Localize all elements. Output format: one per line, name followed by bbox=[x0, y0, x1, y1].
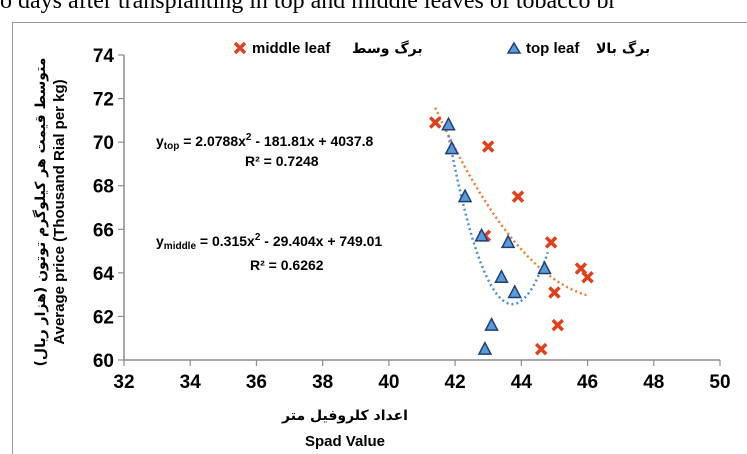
top-leaf-point bbox=[539, 262, 551, 274]
legend: middle leaf برگ وسط top leaf برگ بالا bbox=[235, 40, 650, 57]
x-tick-label: 32 bbox=[113, 372, 134, 393]
y-tick-label: 68 bbox=[93, 177, 114, 198]
middle-leaf-point bbox=[546, 237, 556, 247]
legend-top-label-fa: برگ بالا bbox=[596, 40, 650, 57]
y-tick-label: 66 bbox=[93, 220, 114, 241]
middle-leaf-point bbox=[483, 142, 493, 152]
middle-leaf-point bbox=[536, 344, 546, 354]
top-equation: ytop = 2.0788x2 - 181.81x + 4037.8 bbox=[156, 132, 374, 152]
x-axis-title-fa: اعداد کلروفیل متر bbox=[281, 408, 408, 424]
middle-leaf-point bbox=[430, 118, 440, 128]
middle-leaf-trendline bbox=[435, 108, 587, 296]
x-axis-title: Spad Value bbox=[305, 433, 385, 450]
y-axis-title: Average price (Thousand Rial per kg) bbox=[51, 79, 68, 344]
y-tick-label: 60 bbox=[93, 351, 114, 372]
x-tick-label: 44 bbox=[511, 372, 533, 393]
top-leaf-point bbox=[479, 343, 491, 355]
y-axis-title-fa: متوسط قیمت هر کیلوگرم توتون (هزار ریال) bbox=[32, 58, 49, 367]
legend-middle-label: middle leaf bbox=[252, 40, 331, 57]
top-leaf-point bbox=[509, 286, 521, 298]
legend-middle-marker bbox=[235, 43, 245, 53]
top-r-squared: R² = 0.7248 bbox=[245, 153, 319, 169]
middle-leaf-point bbox=[549, 287, 559, 297]
x-tick-label: 50 bbox=[709, 372, 730, 393]
x-tick-label: 38 bbox=[312, 372, 333, 393]
y-tick-label: 72 bbox=[93, 90, 114, 111]
top-leaf-point bbox=[442, 118, 454, 129]
middle-r-squared: R² = 0.6262 bbox=[250, 257, 324, 273]
x-tick-label: 46 bbox=[577, 372, 598, 393]
x-tick-label: 42 bbox=[445, 372, 466, 393]
x-tick-label: 48 bbox=[643, 372, 664, 393]
x-tick-label: 36 bbox=[246, 372, 267, 393]
y-tick-label: 70 bbox=[93, 133, 114, 154]
middle-equation: ymiddle = 0.315x2 - 29.404x + 749.01 bbox=[156, 232, 382, 252]
x-tick-label: 34 bbox=[180, 372, 202, 393]
middle-leaf-point bbox=[583, 272, 593, 282]
top-leaf-point bbox=[495, 271, 507, 283]
x-tick-label: 40 bbox=[378, 372, 399, 393]
legend-middle-label-fa: برگ وسط bbox=[352, 40, 423, 57]
y-tick-label: 62 bbox=[93, 307, 114, 328]
legend-top-marker bbox=[508, 43, 520, 53]
y-tick-label: 64 bbox=[93, 264, 115, 285]
top-leaf-point bbox=[486, 319, 498, 331]
y-tick-label: 74 bbox=[93, 46, 115, 67]
middle-leaf-point bbox=[513, 192, 523, 202]
legend-top-label: top leaf bbox=[526, 40, 580, 57]
middle-leaf-point bbox=[553, 320, 563, 330]
